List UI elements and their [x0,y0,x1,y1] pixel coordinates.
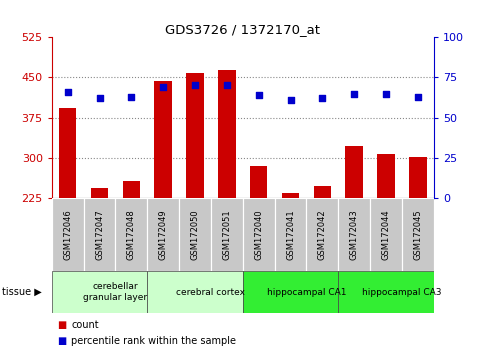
Point [191,82,199,88]
Bar [154,81,172,198]
Text: hippocampal CA3: hippocampal CA3 [362,287,442,297]
Bar [307,198,338,271]
Text: GSM172047: GSM172047 [95,209,104,260]
Bar [147,271,243,313]
Text: cerebral cortex: cerebral cortex [176,287,246,297]
Point [96,96,104,101]
Bar [282,193,299,198]
Title: GDS3726 / 1372170_at: GDS3726 / 1372170_at [165,23,320,36]
Text: GSM172045: GSM172045 [414,209,423,260]
Text: GSM172049: GSM172049 [159,209,168,260]
Bar [314,187,331,198]
Bar [346,145,363,198]
Bar [338,271,434,313]
Text: percentile rank within the sample: percentile rank within the sample [71,336,237,346]
Bar [52,271,147,313]
Text: GSM172050: GSM172050 [190,209,200,260]
Point [351,91,358,96]
Bar [52,198,84,271]
Bar [84,198,115,271]
Bar [147,198,179,271]
Bar [370,198,402,271]
Text: ■: ■ [57,320,66,330]
Text: ■: ■ [57,336,66,346]
Bar [211,198,243,271]
Point [414,94,422,99]
Point [255,92,263,98]
Point [318,96,326,101]
Point [127,94,135,99]
Bar [115,198,147,271]
Point [286,97,294,103]
Bar [338,198,370,271]
Bar [243,198,275,271]
Point [64,89,71,95]
Point [223,82,231,88]
Text: GSM172048: GSM172048 [127,209,136,260]
Text: GSM172051: GSM172051 [222,209,231,260]
Bar [91,188,108,198]
Bar [275,198,307,271]
Bar [243,271,338,313]
Text: GSM172041: GSM172041 [286,209,295,260]
Text: GSM172040: GSM172040 [254,209,263,260]
Text: tissue ▶: tissue ▶ [2,287,42,297]
Bar [377,154,395,198]
Bar [402,198,434,271]
Text: hippocampal CA1: hippocampal CA1 [267,287,346,297]
Text: GSM172043: GSM172043 [350,209,359,260]
Text: count: count [71,320,99,330]
Bar [179,198,211,271]
Bar [186,73,204,198]
Text: GSM172042: GSM172042 [318,209,327,260]
Point [382,91,390,96]
Bar [218,70,236,198]
Text: GSM172044: GSM172044 [382,209,390,260]
Bar [123,181,140,198]
Bar [409,157,426,198]
Bar [59,108,76,198]
Point [159,84,167,90]
Text: cerebellar
granular layer: cerebellar granular layer [83,282,147,302]
Bar [250,166,268,198]
Text: GSM172046: GSM172046 [63,209,72,260]
